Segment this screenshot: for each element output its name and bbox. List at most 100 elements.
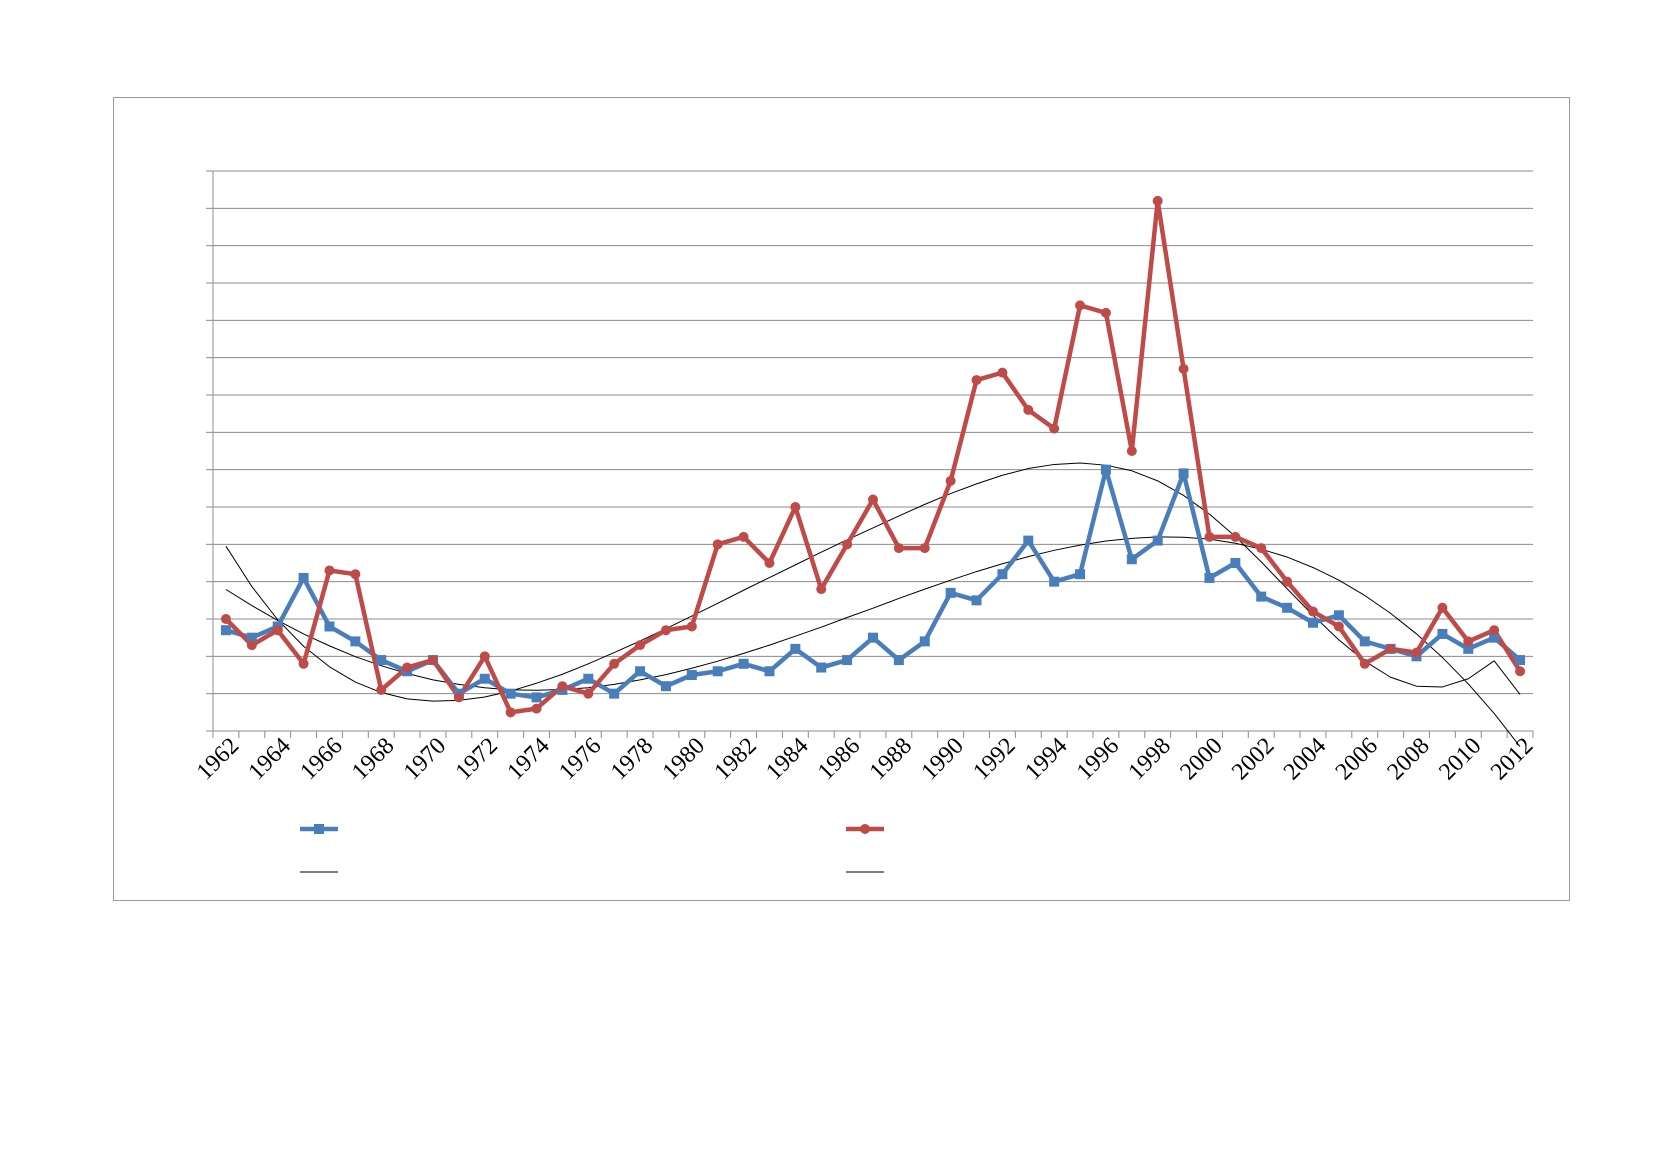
x-tick-label: 1992 — [968, 733, 1020, 785]
data-point — [246, 632, 257, 643]
data-point — [428, 655, 438, 666]
x-tick-label: 1972 — [451, 733, 503, 785]
data-point — [298, 572, 309, 583]
data-point — [1308, 617, 1318, 628]
data-point — [246, 640, 257, 651]
x-tick-label: 2004 — [1279, 733, 1331, 785]
data-point — [1126, 446, 1137, 456]
x-tick-label: 1990 — [917, 733, 969, 785]
data-point — [893, 543, 904, 554]
data-point — [764, 558, 775, 568]
data-point — [531, 692, 542, 703]
data-point — [1178, 363, 1189, 374]
data-point — [1515, 655, 1526, 666]
axes — [206, 170, 1534, 738]
data-point — [816, 662, 827, 673]
series-markers — [220, 195, 1526, 718]
data-point — [1333, 610, 1344, 621]
data-point — [1282, 576, 1293, 587]
data-point — [971, 375, 982, 386]
data-point — [660, 625, 671, 636]
data-point — [220, 614, 231, 624]
x-tick-label: 1976 — [554, 733, 606, 785]
x-tick-label: 1974 — [502, 733, 554, 785]
x-tick-label: 1996 — [1072, 733, 1124, 785]
data-point — [1178, 468, 1189, 479]
data-point — [686, 670, 697, 680]
trendline-3 — [225, 462, 1521, 702]
legend — [300, 824, 884, 873]
data-point — [609, 658, 620, 669]
data-point — [1049, 423, 1060, 434]
data-point — [919, 636, 930, 647]
data-point — [1075, 300, 1086, 311]
x-tick-label: 1988 — [865, 733, 917, 785]
legend-marker — [314, 824, 324, 834]
data-point — [868, 632, 878, 643]
data-point — [1359, 636, 1370, 647]
x-tick-label: 1964 — [244, 733, 296, 785]
gridlines — [213, 170, 1533, 695]
data-point — [1463, 636, 1474, 647]
data-point — [842, 539, 853, 550]
data-point — [868, 494, 878, 505]
data-point — [945, 587, 956, 598]
x-tick-label: 2006 — [1331, 733, 1383, 785]
x-tick-label: 1984 — [761, 733, 813, 785]
legend-marker — [860, 824, 870, 834]
data-point — [402, 662, 413, 673]
data-point — [479, 651, 490, 662]
data-point — [479, 673, 490, 684]
data-point — [1463, 643, 1474, 654]
data-point — [376, 655, 387, 666]
data-point — [1256, 543, 1267, 554]
data-point — [1256, 591, 1267, 602]
data-point — [583, 688, 594, 699]
data-point — [971, 595, 982, 606]
data-point — [1204, 572, 1215, 583]
x-tick-label: 1970 — [399, 733, 451, 785]
x-tick-label: 1986 — [813, 733, 865, 785]
data-point — [1126, 554, 1137, 565]
data-point — [816, 584, 827, 595]
data-point — [350, 569, 361, 580]
data-point — [1049, 576, 1060, 587]
x-tick-label: 2008 — [1382, 733, 1434, 785]
x-tick-label: 2012 — [1486, 733, 1538, 785]
data-point — [919, 543, 930, 554]
data-point — [1359, 658, 1370, 669]
data-point — [893, 655, 904, 666]
data-point — [1023, 404, 1034, 415]
data-point — [1385, 643, 1396, 654]
data-point — [1075, 569, 1086, 580]
data-point — [686, 621, 697, 632]
data-point — [635, 640, 646, 651]
data-point — [712, 539, 723, 550]
data-point — [790, 502, 801, 512]
data-point — [997, 569, 1008, 580]
data-point — [609, 688, 620, 699]
x-axis-tick-labels: 1962 1964 1966 1968 1970 1972 1974 1976 1978 1980… — [192, 733, 1538, 785]
x-tick-label: 1998 — [1124, 733, 1176, 785]
data-point — [738, 531, 749, 542]
trendline-2 — [225, 536, 1521, 747]
data-point — [660, 681, 671, 692]
data-point — [583, 673, 594, 684]
x-tick-label: 1968 — [347, 733, 399, 785]
x-tick-label: 1962 — [192, 733, 244, 785]
data-point — [298, 658, 309, 669]
data-point — [531, 703, 542, 714]
data-point — [272, 625, 283, 636]
data-point — [324, 565, 335, 576]
data-point — [453, 692, 464, 703]
chart-area — [113, 97, 1570, 901]
data-point — [505, 688, 516, 699]
data-point — [635, 666, 646, 677]
data-point — [1282, 602, 1293, 613]
x-tick-label: 2000 — [1175, 733, 1227, 785]
data-point — [1411, 647, 1422, 658]
data-point — [1152, 535, 1163, 546]
x-tick-label: 1982 — [710, 733, 762, 785]
data-point — [997, 367, 1008, 378]
data-point — [220, 625, 231, 636]
